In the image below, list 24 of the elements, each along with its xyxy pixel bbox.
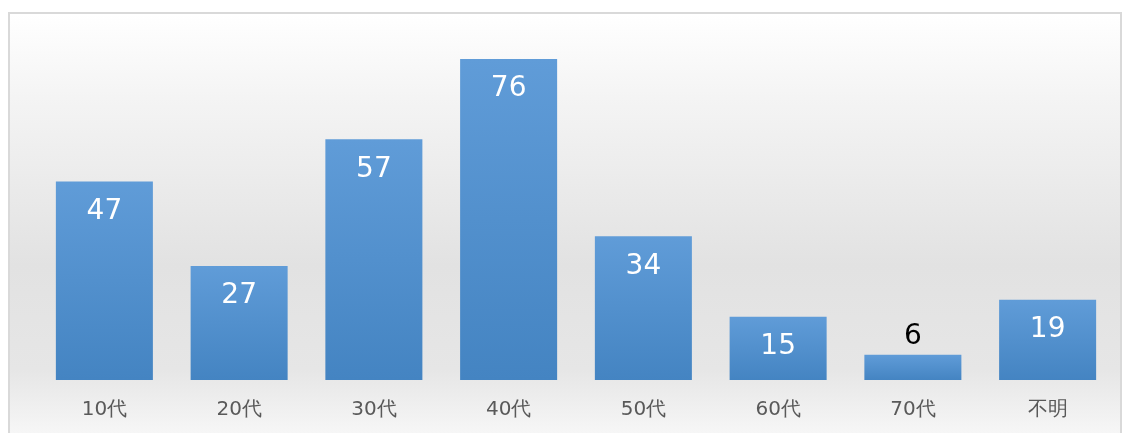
data-label: 19 bbox=[1029, 311, 1066, 345]
bar bbox=[190, 265, 288, 380]
bar bbox=[864, 354, 962, 380]
data-label: 27 bbox=[221, 277, 257, 311]
bar bbox=[999, 299, 1097, 380]
x-tick-label: 50代 bbox=[620, 396, 667, 420]
x-tick-label: 60代 bbox=[755, 396, 801, 420]
x-tick-label: 20代 bbox=[216, 396, 262, 420]
data-label: 47 bbox=[86, 192, 123, 226]
bar bbox=[55, 181, 153, 380]
data-label: 6 bbox=[903, 318, 922, 352]
x-tick-label: 不明 bbox=[1027, 396, 1068, 420]
x-tick-label: 40代 bbox=[485, 396, 532, 420]
bar bbox=[594, 236, 692, 380]
data-label: 15 bbox=[760, 328, 796, 362]
bar bbox=[325, 139, 423, 380]
data-label: 57 bbox=[356, 150, 392, 184]
bar bbox=[729, 316, 827, 380]
x-tick-label: 30代 bbox=[351, 396, 397, 420]
x-tick-label: 70代 bbox=[890, 396, 936, 420]
x-tick-label: 10代 bbox=[81, 396, 128, 420]
data-label: 34 bbox=[625, 247, 662, 281]
bar bbox=[460, 58, 558, 380]
data-label: 76 bbox=[490, 70, 527, 104]
